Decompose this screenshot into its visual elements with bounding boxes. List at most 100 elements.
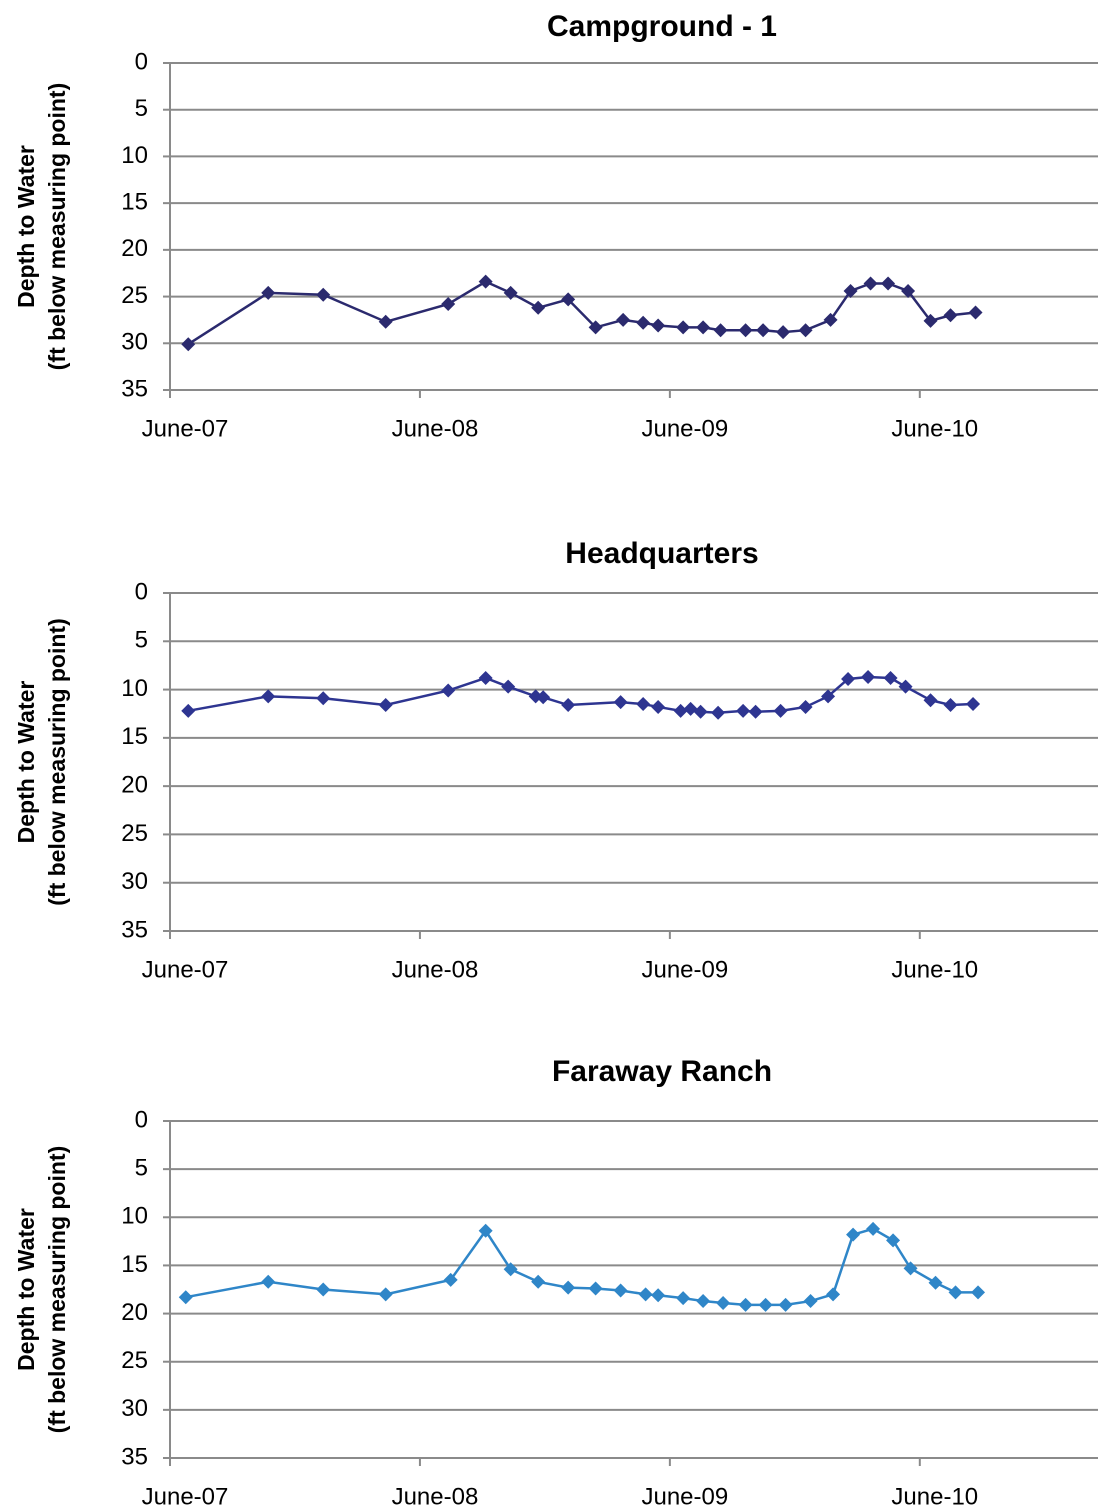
y-axis-label: (ft below measuring point) <box>44 1146 70 1434</box>
marker <box>928 1275 943 1290</box>
marker <box>696 1294 711 1309</box>
marker <box>261 689 276 704</box>
y-tick-label: 15 <box>121 188 148 215</box>
marker <box>536 690 551 705</box>
x-tick-label: June-08 <box>392 415 479 442</box>
line <box>185 1227 979 1307</box>
marker <box>901 283 916 298</box>
y-tick-label: 20 <box>121 771 148 798</box>
marker <box>883 670 898 685</box>
marker <box>478 274 493 289</box>
marker <box>756 323 771 338</box>
marker <box>378 1287 393 1302</box>
marker <box>798 699 813 714</box>
marker <box>636 315 651 330</box>
y-tick-label: 15 <box>121 1251 148 1278</box>
marker <box>866 1221 881 1236</box>
y-tick-label: 35 <box>121 1443 148 1470</box>
x-tick-label: June-07 <box>142 956 229 983</box>
marker <box>713 323 728 338</box>
marker <box>613 695 628 710</box>
y-axis-label: Depth to Water <box>13 681 39 844</box>
marker <box>863 276 878 291</box>
marker <box>261 1274 276 1289</box>
marker <box>693 704 708 719</box>
marker <box>736 703 751 718</box>
marker <box>673 703 688 718</box>
y-tick-label: 25 <box>121 820 148 847</box>
marker <box>861 670 876 685</box>
marker <box>588 1281 603 1296</box>
chart-title: Campground - 1 <box>547 10 777 43</box>
y-tick-label: 20 <box>121 1299 148 1326</box>
y-tick-label: 10 <box>121 1203 148 1230</box>
marker <box>616 312 631 327</box>
y-tick-label: 30 <box>121 1395 148 1422</box>
marker <box>676 1291 691 1306</box>
marker <box>846 1227 861 1242</box>
marker <box>716 1295 731 1310</box>
marker <box>316 1282 331 1297</box>
marker <box>636 697 651 712</box>
marker <box>561 698 576 713</box>
x-tick-label: June-09 <box>641 1483 728 1509</box>
marker <box>316 691 331 706</box>
y-tick-label: 5 <box>135 1154 148 1181</box>
y-tick-label: 10 <box>121 142 148 169</box>
marker <box>943 698 958 713</box>
y-tick-label: 5 <box>135 95 148 122</box>
y-tick-label: 0 <box>135 578 148 605</box>
chart-title: Headquarters <box>565 537 758 570</box>
marker <box>181 337 196 352</box>
marker <box>843 283 858 298</box>
marker <box>898 679 913 694</box>
marker <box>638 1287 653 1302</box>
x-tick-label: June-07 <box>142 1483 229 1509</box>
marker <box>798 323 813 338</box>
marker <box>561 1280 576 1295</box>
marker <box>683 701 698 716</box>
line <box>187 280 976 346</box>
marker <box>441 297 456 312</box>
marker <box>651 318 666 333</box>
x-tick-label: June-09 <box>641 415 728 442</box>
marker <box>881 276 896 291</box>
y-tick-label: 35 <box>121 916 148 943</box>
y-axis-label: (ft below measuring point) <box>44 618 70 906</box>
marker <box>531 300 546 315</box>
marker <box>478 1223 493 1238</box>
y-axis-label: (ft below measuring point) <box>44 83 70 371</box>
marker <box>803 1294 818 1309</box>
y-tick-label: 0 <box>135 1106 148 1133</box>
line <box>188 675 974 715</box>
marker <box>178 1290 193 1305</box>
y-tick-label: 25 <box>121 1347 148 1374</box>
marker <box>966 697 981 712</box>
y-tick-label: 15 <box>121 723 148 750</box>
marker <box>738 1297 753 1312</box>
x-tick-label: June-08 <box>392 956 479 983</box>
marker <box>738 323 753 338</box>
marker <box>943 308 958 323</box>
marker <box>378 698 393 713</box>
marker <box>923 313 938 328</box>
marker <box>561 292 576 307</box>
marker <box>443 1272 458 1287</box>
x-tick-label: June-07 <box>142 415 229 442</box>
marker <box>971 1285 986 1300</box>
marker <box>696 320 711 335</box>
marker <box>776 325 791 340</box>
marker <box>778 1297 793 1312</box>
marker <box>711 705 726 720</box>
marker <box>823 312 838 327</box>
y-tick-label: 25 <box>121 282 148 309</box>
marker <box>501 679 516 694</box>
marker <box>773 703 788 718</box>
y-tick-label: 30 <box>121 329 148 356</box>
marker <box>826 1287 841 1302</box>
x-tick-label: June-08 <box>392 1483 479 1509</box>
y-tick-label: 20 <box>121 235 148 262</box>
y-tick-label: 5 <box>135 627 148 654</box>
y-tick-label: 0 <box>135 48 148 75</box>
